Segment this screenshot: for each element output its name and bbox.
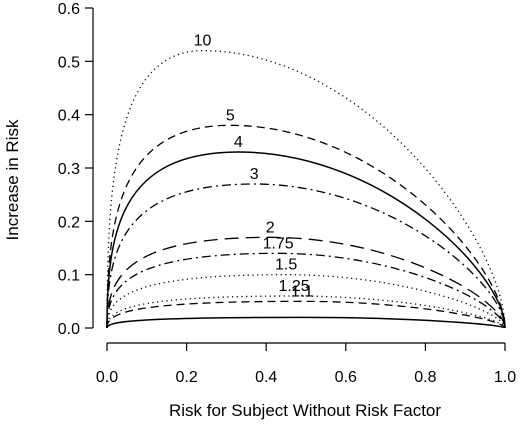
y-tick-label: 0.2: [58, 214, 80, 231]
curve-labels: 10 5 43 21.75 1.5 1.251.1: [194, 33, 314, 301]
curve-label: 10: [194, 33, 212, 50]
x-tick-label: 0.4: [255, 369, 277, 386]
series-line: [106, 316, 506, 329]
x-tick-label: 0.0: [96, 369, 118, 386]
series-line: [106, 124, 506, 329]
y-tick-label: 0.4: [58, 108, 80, 125]
series-line: [106, 295, 506, 329]
y-tick-label: 0.3: [58, 161, 80, 178]
curve-label: 1.1: [291, 283, 313, 300]
series-line: [106, 300, 506, 329]
curve-label: 2: [266, 219, 275, 236]
y-tick-label: 0.1: [58, 268, 80, 285]
series-curves: [106, 50, 506, 329]
x-tick-label: 0.2: [175, 369, 197, 386]
series-line: [106, 274, 506, 329]
curve-label: 1.75: [263, 235, 294, 252]
y-tick-label: 0.0: [58, 321, 80, 338]
x-tick-label: 1.0: [494, 369, 516, 386]
series-line: [106, 183, 506, 329]
series-line: [106, 252, 506, 329]
series-line: [106, 236, 506, 329]
curve-label: 1.5: [275, 257, 297, 274]
x-tick-label: 0.8: [414, 369, 436, 386]
curve-label: 1.25: [278, 278, 309, 295]
series-line: [106, 151, 506, 329]
curve-label: 5: [226, 107, 235, 124]
x-axis-title: Risk for Subject Without Risk Factor: [169, 401, 441, 420]
y-tick-label: 0.5: [58, 54, 80, 71]
curve-label: 3: [250, 166, 259, 183]
axes: 0.0 0.1 0.2 0.3 0.4 0.5 0.6 0.0 0.2 0.4 0.6 0.8 1.0: [58, 1, 516, 386]
curve-label: 4: [234, 134, 243, 151]
x-tick-label: 0.6: [335, 369, 357, 386]
y-tick-label: 0.6: [58, 1, 80, 18]
y-axis-title: Increase in Risk: [3, 119, 22, 240]
